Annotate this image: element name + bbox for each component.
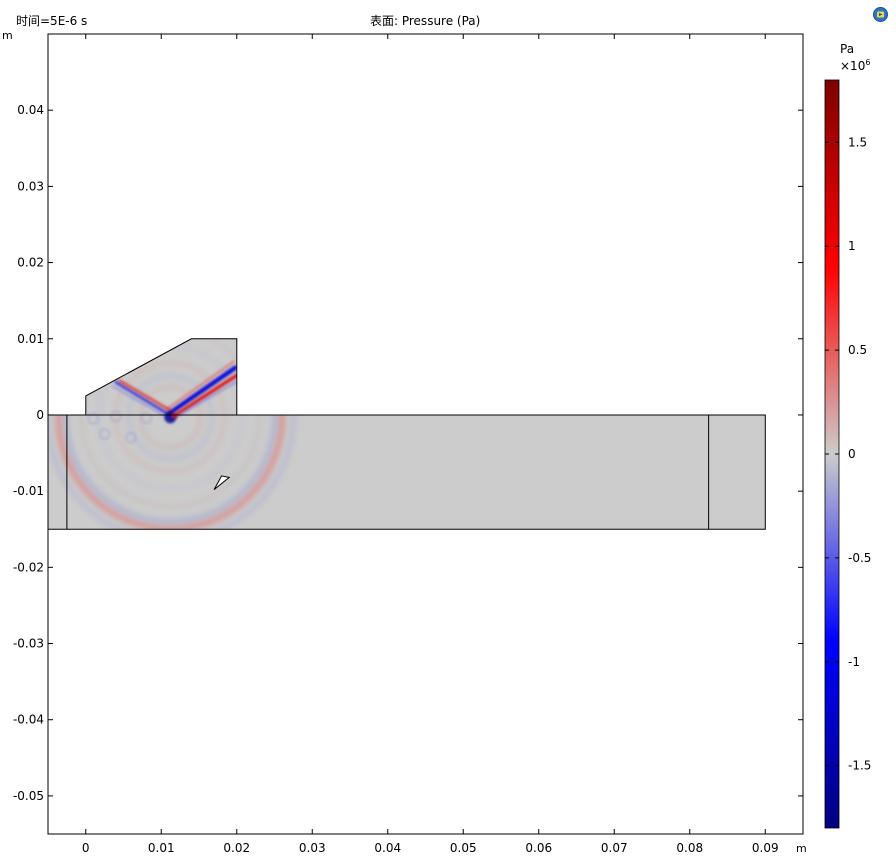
y-tick-label: 0.03	[17, 179, 44, 193]
axes-frame	[47, 33, 804, 835]
specimen-body	[48, 415, 766, 530]
colorbar-exponent: 6	[865, 58, 870, 67]
x-tick-label: 0.06	[525, 841, 552, 855]
plot-title: 表面: Pressure (Pa)	[370, 14, 481, 28]
x-tick-label: 0	[82, 841, 90, 855]
pressure-ring	[48, 338, 296, 530]
x-tick-label: 0.09	[752, 841, 779, 855]
y-tick-label: -0.01	[13, 484, 44, 498]
reflected-blue	[114, 380, 169, 415]
y-tick-label: -0.04	[13, 713, 44, 727]
specimen-outline	[48, 414, 766, 530]
beam-red-main	[173, 373, 239, 417]
x-tick-label: 0.05	[450, 841, 477, 855]
beam-blue-main	[168, 365, 238, 415]
colorbar-tick-label: -0.5	[848, 551, 871, 565]
near-field-ripple	[125, 432, 137, 444]
colorbar-tick-label: 0	[848, 447, 856, 461]
beam-blue-outer	[173, 380, 238, 419]
near-field-ripple	[87, 413, 100, 425]
colorbar-tick-label: -1	[848, 655, 860, 669]
y-tick-label: -0.02	[13, 560, 44, 574]
pressure-ring	[79, 338, 261, 508]
colorbar-tick-label: 0.5	[848, 343, 867, 357]
colorbar-multiplier: ×106	[840, 58, 870, 73]
near-field-ripple	[110, 410, 122, 423]
y-tick-label: -0.03	[13, 637, 44, 651]
y-tick-label: 0.04	[17, 103, 44, 117]
x-tick-label: 0.01	[148, 841, 175, 855]
y-tick-label: 0.01	[17, 332, 44, 346]
pressure-ring	[127, 374, 214, 461]
wedge-outline	[85, 338, 238, 415]
comsol-logo-icon[interactable]	[873, 7, 888, 22]
colorbar-tick-label: -1.5	[848, 759, 871, 773]
colorbar: Pa ×106 1.5 1 0.5 0 -0.5 -1 -1.5	[824, 42, 871, 829]
x-tick-label: 0.02	[223, 841, 250, 855]
y-tick-label: 0.02	[17, 256, 44, 270]
colorbar-multiplier-base: ×10	[840, 59, 865, 73]
y-tick-label: -0.05	[13, 789, 44, 803]
near-field-ripple	[140, 412, 152, 424]
x-tick-label: 0.04	[374, 841, 401, 855]
defect-notch	[213, 475, 231, 490]
near-field-ripple	[98, 428, 111, 440]
colorbar-tick-label: 1.5	[848, 135, 867, 149]
reflected-red	[118, 379, 172, 412]
geometry-layer	[48, 338, 766, 530]
y-axis-unit: m	[2, 29, 13, 42]
x-axis-unit: m	[796, 842, 807, 855]
x-tick-label: 0.08	[676, 841, 703, 855]
x-tick-label: 0.07	[601, 841, 628, 855]
y-tick-label: 0	[36, 408, 44, 422]
colorbar-unit: Pa	[840, 42, 854, 56]
reflected-blue-outer	[111, 385, 166, 417]
beam-red-outer	[166, 360, 235, 410]
colorbar-tick-label: 1	[848, 239, 856, 253]
pressure-ring	[64, 338, 277, 524]
tick-labels: 0 0.01 0.02 0.03 0.04 0.05 0.06 0.07 0.08 0.09 0.0…	[13, 103, 779, 855]
pressure-ring	[139, 386, 202, 449]
pressure-ring	[114, 361, 227, 474]
time-label: 时间=5E-6 s	[16, 14, 88, 28]
colorbar-ticks: 1.5 1 0.5 0 -0.5 -1 -1.5	[825, 135, 871, 773]
x-tick-label: 0.03	[299, 841, 326, 855]
